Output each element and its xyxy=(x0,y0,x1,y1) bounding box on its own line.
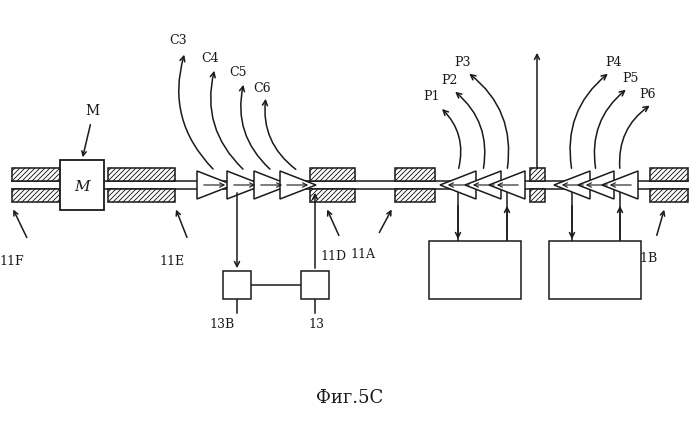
Text: P6: P6 xyxy=(640,87,657,100)
Polygon shape xyxy=(465,171,501,199)
Text: 11F: 11F xyxy=(0,255,25,268)
Polygon shape xyxy=(227,171,263,199)
Text: P4: P4 xyxy=(606,56,622,68)
Bar xyxy=(530,168,545,181)
Bar xyxy=(310,189,355,202)
Text: C4: C4 xyxy=(201,51,219,65)
Text: M: M xyxy=(74,180,90,194)
Bar xyxy=(650,189,688,202)
Text: Фиг.5C: Фиг.5C xyxy=(316,389,384,407)
Bar xyxy=(395,168,435,181)
Bar xyxy=(429,241,521,299)
Text: P3: P3 xyxy=(455,56,471,68)
Bar xyxy=(12,168,60,181)
Text: P1: P1 xyxy=(424,90,440,103)
Text: 11B: 11B xyxy=(632,252,657,265)
Text: P2: P2 xyxy=(441,73,457,87)
Bar xyxy=(395,189,435,202)
Bar xyxy=(108,189,175,202)
Bar xyxy=(223,271,251,299)
Polygon shape xyxy=(578,171,614,199)
Text: C3: C3 xyxy=(169,33,187,46)
Bar xyxy=(549,241,641,299)
Text: 13: 13 xyxy=(308,318,324,331)
Polygon shape xyxy=(254,171,290,199)
Bar xyxy=(108,168,175,181)
Text: 11A: 11A xyxy=(351,248,375,261)
Text: M: M xyxy=(85,104,99,118)
Polygon shape xyxy=(197,171,233,199)
Polygon shape xyxy=(489,171,525,199)
Text: C5: C5 xyxy=(230,65,246,78)
Polygon shape xyxy=(440,171,476,199)
Polygon shape xyxy=(280,171,316,199)
Bar xyxy=(650,168,688,181)
Text: 11E: 11E xyxy=(160,255,185,268)
Bar xyxy=(301,271,329,299)
Polygon shape xyxy=(554,171,590,199)
Bar xyxy=(310,168,355,181)
Text: 11D: 11D xyxy=(321,250,347,263)
Polygon shape xyxy=(602,171,638,199)
Bar xyxy=(12,189,60,202)
Bar xyxy=(60,160,104,210)
Text: 13B: 13B xyxy=(209,318,234,331)
Text: P5: P5 xyxy=(622,71,638,84)
Text: C6: C6 xyxy=(253,81,271,95)
Bar xyxy=(530,189,545,202)
